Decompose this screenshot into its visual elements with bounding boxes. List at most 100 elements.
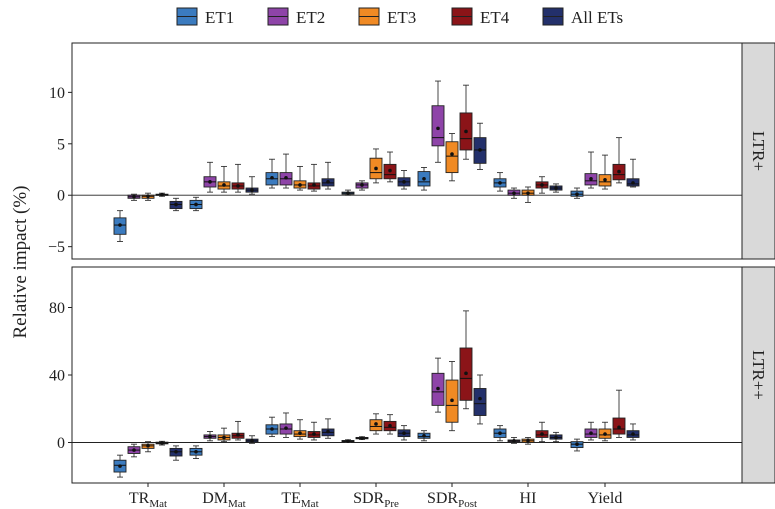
box-mean [118,464,122,468]
legend: ET1 ET2 ET3 ET4 All ETs [176,7,623,27]
box-et2 [355,436,369,440]
box-et1 [113,454,127,478]
box-mean [631,181,635,185]
box-et3 [217,165,231,193]
box-et4 [155,192,169,197]
x-tick-label: HI [520,490,537,507]
box-mean [118,223,122,227]
y-tick-label: 0 [57,435,65,452]
box-all-ets [397,425,411,441]
x-tick-label: Yield [588,490,623,507]
box-mean [526,191,530,195]
y-tick-label: 10 [49,85,65,102]
box-mean [617,425,621,430]
x-tick-label-base: SDR [353,490,384,507]
legend-entry-1: ET1 [176,7,234,27]
box-mean [284,175,288,180]
box-all-ets [549,431,563,443]
box-et2 [127,193,141,201]
box-mean [478,148,482,152]
box-mean [464,129,468,134]
x-tick-label: TEMat [281,490,318,509]
box-et4 [535,176,549,194]
box-mean [236,433,240,437]
y-tick-label: 0 [57,188,65,205]
box-mean [589,431,593,436]
box-et3 [369,148,383,184]
x-tick-label-sub: Pre [384,498,399,509]
box-all-ets [169,197,183,212]
box-all-ets [397,170,411,190]
legend-entry-4: ET4 [451,7,510,27]
y-tick-label: 40 [49,368,65,385]
box-mean [450,398,454,403]
x-tick-label-base: SDR [427,490,458,507]
box-all-ets [549,183,563,193]
x-tick-label-base: TR [129,490,150,507]
x-tick-label-base: TE [281,490,301,507]
box-et1 [265,416,279,438]
box-et1 [570,187,584,199]
box-et2 [507,436,521,444]
box-mean [312,183,316,187]
box-mean [132,448,136,452]
panel-strip-label: LTR++ [749,350,768,400]
box-et2 [127,443,141,458]
panel-background [72,267,742,483]
box-et1 [265,158,279,189]
box-et3 [293,165,307,191]
box-mean [208,180,212,184]
box-mean [603,178,607,182]
box-mean [589,176,593,181]
box-mean [540,183,544,187]
box-mean [478,396,482,401]
x-tick-label-base: Yield [588,490,623,507]
x-tick-label: DMMat [202,490,246,509]
box-et4 [612,389,626,438]
legend-label: All ETs [571,8,623,27]
box-et1 [417,167,431,191]
box-et2 [355,180,369,191]
box-et1 [417,430,431,442]
panel-background [72,43,742,259]
box-mean [236,184,240,188]
box-mean [250,439,254,443]
box-all-ets [626,158,640,188]
box-mean [402,431,406,436]
legend-label: ET2 [296,8,325,27]
x-axis: TRMat DMMat TEMat SDRPre SDRPost HI Yield [129,483,622,509]
x-tick-label-base: HI [520,490,537,507]
x-tick-label-sub: Post [458,498,477,509]
box-mean [298,183,302,187]
box-mean [146,194,150,199]
box-mean [526,439,530,443]
box-mean [575,442,579,446]
panel-strip [741,266,775,484]
box-et1 [493,172,507,192]
box-mean [422,176,426,181]
box-iqr [445,141,459,174]
box-mean [575,192,579,196]
box-all-ets [473,122,487,170]
box-mean [498,431,502,436]
box-et2 [279,153,293,189]
x-tick-label: TRMat [129,490,167,509]
legend-label: ET3 [387,8,416,27]
box-all-ets [321,161,335,190]
box-et4 [383,151,397,183]
box-et3 [369,413,383,435]
legend-entry-3: ET3 [358,7,416,27]
box-et3 [598,421,612,442]
box-mean [554,435,558,440]
box-mean [250,188,254,192]
box-mean [222,435,226,440]
box-et1 [341,189,355,196]
box-et4 [535,421,549,443]
box-et4 [459,84,473,160]
box-mean [208,434,212,439]
box-et3 [521,436,535,445]
box-et1 [189,445,203,459]
y-tick-label: 5 [57,136,65,153]
box-all-ets [245,176,259,195]
box-et2 [203,431,217,442]
